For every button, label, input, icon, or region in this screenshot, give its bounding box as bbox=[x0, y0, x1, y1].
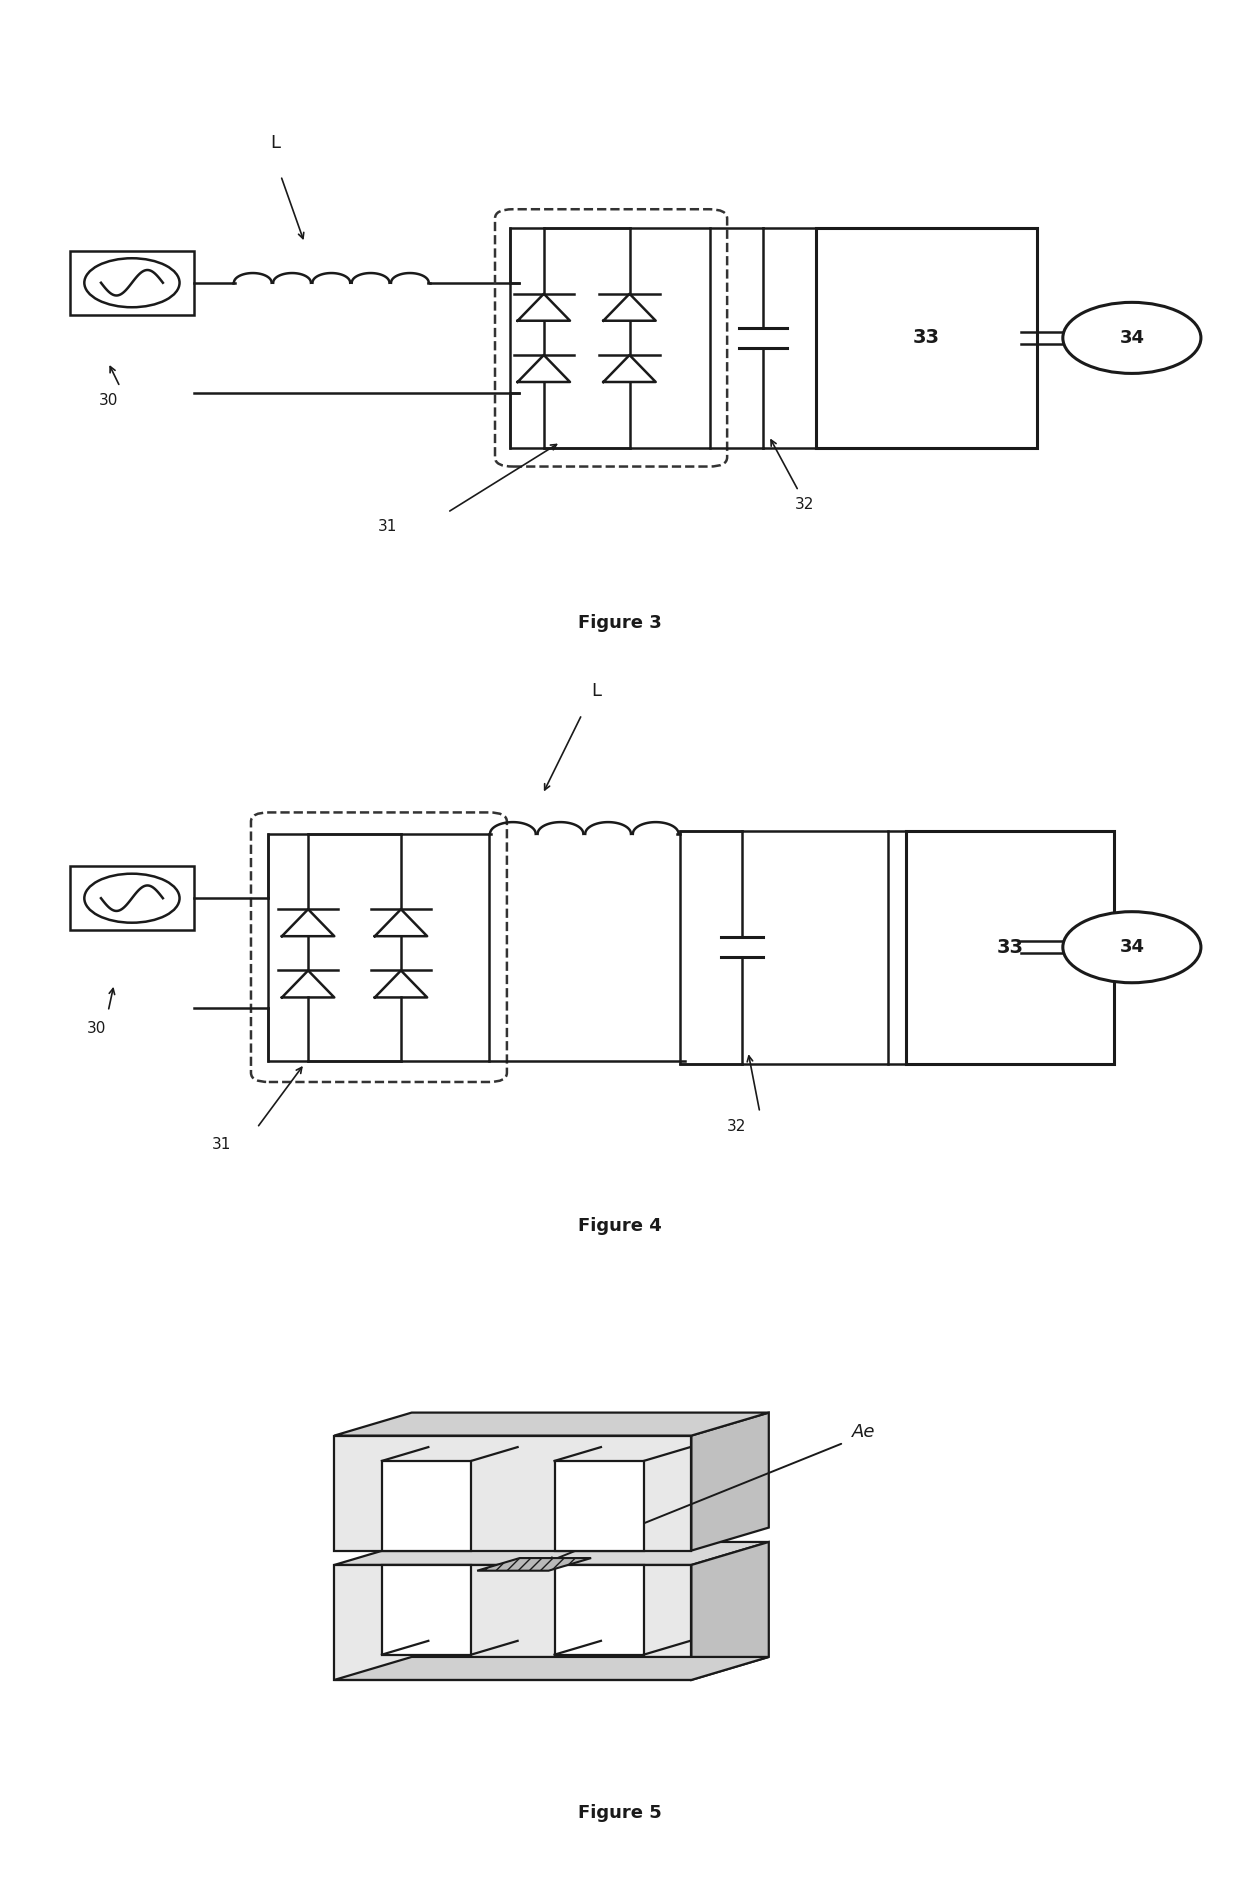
Polygon shape bbox=[692, 1412, 769, 1551]
Text: L: L bbox=[591, 682, 601, 699]
Text: 32: 32 bbox=[795, 498, 815, 513]
Bar bbox=[905, 831, 1114, 1063]
Text: L: L bbox=[270, 134, 280, 153]
Bar bbox=[680, 831, 888, 1063]
Text: Figure 3: Figure 3 bbox=[578, 615, 662, 631]
Bar bbox=[268, 833, 489, 1061]
Text: 31: 31 bbox=[378, 518, 398, 533]
Text: Ae: Ae bbox=[852, 1423, 875, 1440]
Polygon shape bbox=[335, 1657, 769, 1680]
Circle shape bbox=[84, 258, 180, 307]
Text: 30: 30 bbox=[87, 1022, 105, 1037]
Polygon shape bbox=[554, 1461, 644, 1551]
Polygon shape bbox=[335, 1436, 692, 1551]
Bar bbox=[69, 251, 193, 315]
Text: 32: 32 bbox=[727, 1120, 745, 1135]
Text: Figure 5: Figure 5 bbox=[578, 1804, 662, 1823]
Polygon shape bbox=[692, 1542, 769, 1680]
Polygon shape bbox=[335, 1412, 769, 1436]
Text: 30: 30 bbox=[98, 394, 118, 409]
Polygon shape bbox=[477, 1559, 591, 1570]
Polygon shape bbox=[335, 1542, 769, 1565]
Text: 34: 34 bbox=[1120, 328, 1145, 347]
Text: 31: 31 bbox=[212, 1137, 231, 1152]
Circle shape bbox=[1063, 302, 1200, 373]
Polygon shape bbox=[382, 1565, 471, 1655]
Bar bbox=[69, 867, 193, 929]
Text: Figure 4: Figure 4 bbox=[578, 1218, 662, 1235]
Circle shape bbox=[1063, 912, 1200, 982]
Bar bbox=[511, 228, 711, 449]
Circle shape bbox=[84, 875, 180, 922]
Polygon shape bbox=[382, 1461, 471, 1551]
Polygon shape bbox=[554, 1565, 644, 1655]
Polygon shape bbox=[335, 1565, 692, 1680]
Bar bbox=[816, 228, 1037, 449]
Text: 34: 34 bbox=[1120, 939, 1145, 956]
Text: 33: 33 bbox=[997, 937, 1023, 958]
Text: 33: 33 bbox=[913, 328, 940, 347]
